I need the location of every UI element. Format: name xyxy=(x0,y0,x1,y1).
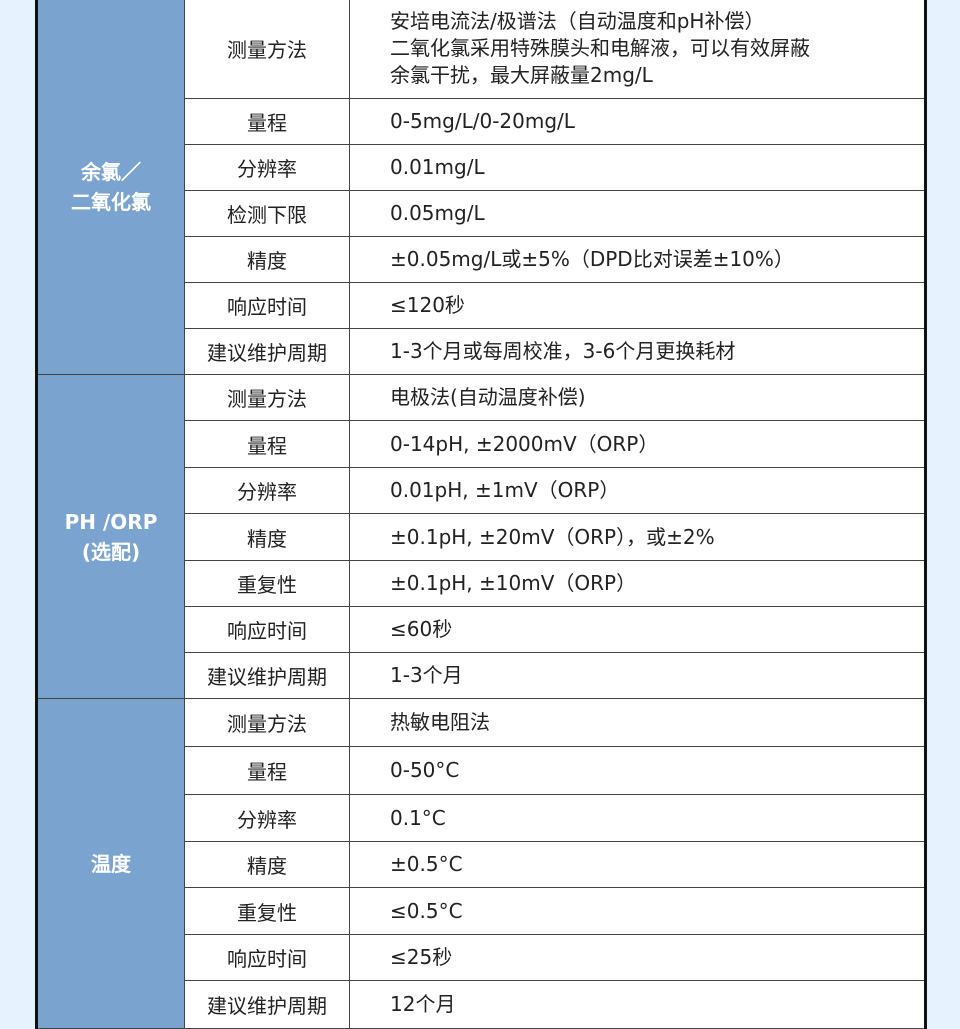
parameter-value: 12个月 xyxy=(349,980,926,1029)
parameter-value: 1-3个月或每周校准，3-6个月更换耗材 xyxy=(349,328,926,375)
parameter-label: 建议维护周期 xyxy=(184,980,350,1029)
value-line: 0-5mg/L/0-20mg/L xyxy=(390,109,575,133)
parameter-value: ≤60秒 xyxy=(349,606,926,653)
category-cell: 余氯／ 二氧化氯 xyxy=(36,0,185,375)
value-line: 0.05mg/L xyxy=(390,201,485,225)
parameter-label: 精度 xyxy=(184,513,350,561)
table-row: 量程 0-50°C xyxy=(37,746,926,795)
table-row: 温度 测量方法 热敏电阻法 xyxy=(36,698,926,1029)
value-line: 0.01mg/L xyxy=(390,155,485,179)
parameter-label: 建议维护周期 xyxy=(184,652,350,699)
parameter-value: 0-5mg/L/0-20mg/L xyxy=(349,98,926,145)
parameter-label: 测量方法 xyxy=(184,698,350,747)
parameter-value: ±0.5°C xyxy=(349,841,926,888)
parameter-label: 量程 xyxy=(184,420,350,468)
category-cell: PH /ORP (选配) xyxy=(36,374,185,699)
value-line: 0-14pH, ±2000mV（ORP） xyxy=(390,431,659,456)
value-line: ±0.05mg/L或±5%（DPD比对误差±10%） xyxy=(390,247,794,271)
table-row: 响应时间 ≤60秒 xyxy=(37,606,926,653)
parameter-label: 响应时间 xyxy=(184,282,350,329)
parameter-label: 精度 xyxy=(184,236,350,283)
table-row: 重复性 ≤0.5°C xyxy=(37,887,926,935)
parameter-label: 检测下限 xyxy=(184,190,350,237)
parameter-value: ±0.1pH, ±20mV（ORP），或±2% xyxy=(349,513,926,561)
parameter-value: 0.05mg/L xyxy=(349,190,926,237)
value-line: ≤60秒 xyxy=(390,617,453,641)
parameter-value: 安培电流法/极谱法（自动温度和pH补偿） 二氧化氯采用特殊膜头和电解液，可以有效屏… xyxy=(349,0,926,99)
value-line: 电极法(自动温度补偿) xyxy=(390,385,586,409)
value-line: 0-50°C xyxy=(390,758,460,782)
parameter-value: 0.1°C xyxy=(349,794,926,842)
parameter-label: 分辨率 xyxy=(184,144,350,191)
parameter-label: 精度 xyxy=(184,841,350,888)
table-row: 重复性 ±0.1pH, ±10mV（ORP） xyxy=(37,560,926,607)
value-line: ±0.1pH, ±20mV（ORP），或±2% xyxy=(390,524,715,549)
category-label: PH /ORP xyxy=(64,509,158,534)
value-line: ±0.1pH, ±10mV（ORP） xyxy=(390,571,637,595)
table-row: 精度 ±0.1pH, ±20mV（ORP），或±2% xyxy=(37,513,926,561)
table-row: 精度 ±0.05mg/L或±5%（DPD比对误差±10%） xyxy=(37,236,926,283)
parameter-label: 重复性 xyxy=(184,560,350,607)
parameter-label: 重复性 xyxy=(184,887,350,935)
table-row: 响应时间 ≤120秒 xyxy=(37,282,926,329)
spec-table: 余氯／ 二氧化氯 测量方法 安培电流法/极谱法（自动温度和pH补偿） 二氧化氯采用特殊膜… xyxy=(35,0,927,1029)
parameter-label: 量程 xyxy=(184,746,350,795)
value-line: 热敏电阻法 xyxy=(390,710,490,734)
value-line: ≤25秒 xyxy=(390,945,453,969)
parameter-label: 量程 xyxy=(184,98,350,145)
parameter-value: 0.01mg/L xyxy=(349,144,926,191)
value-line: 12个月 xyxy=(390,992,456,1016)
value-line: ±0.5°C xyxy=(390,852,463,876)
table-row: 建议维护周期 1-3个月 xyxy=(37,652,926,699)
category-label: (选配) xyxy=(81,539,141,564)
parameter-label: 分辨率 xyxy=(184,794,350,842)
parameter-value: 热敏电阻法 xyxy=(349,698,926,747)
value-line: 1-3个月 xyxy=(390,663,463,687)
parameter-value: ≤120秒 xyxy=(349,282,926,329)
category-label: 二氧化氯 xyxy=(71,189,151,214)
value-line: ≤0.5°C xyxy=(390,898,463,923)
parameter-label: 测量方法 xyxy=(184,374,350,421)
parameter-value: 0-14pH, ±2000mV（ORP） xyxy=(349,420,926,468)
value-line: 安培电流法/极谱法（自动温度和pH补偿） xyxy=(390,9,765,33)
parameter-label: 响应时间 xyxy=(184,934,350,981)
table-row: 建议维护周期 12个月 xyxy=(37,980,926,1029)
parameter-label: 建议维护周期 xyxy=(184,328,350,375)
parameter-label: 测量方法 xyxy=(184,0,350,99)
parameter-value: 0.01pH, ±1mV（ORP） xyxy=(349,467,926,514)
table-row: 量程 0-14pH, ±2000mV（ORP） xyxy=(37,420,926,468)
table-row: 余氯／ 二氧化氯 测量方法 安培电流法/极谱法（自动温度和pH补偿） 二氧化氯采用特殊膜… xyxy=(36,0,926,375)
category-label: 温度 xyxy=(91,851,131,876)
table-row: 分辨率 0.01pH, ±1mV（ORP） xyxy=(37,467,926,514)
parameter-value: ≤0.5°C xyxy=(349,887,926,935)
table-row: PH /ORP (选配) 测量方法 电极法(自动温度补偿) xyxy=(36,374,926,699)
table-row: 检测下限 0.05mg/L xyxy=(37,190,926,237)
table-row: 建议维护周期 1-3个月或每周校准，3-6个月更换耗材 xyxy=(37,328,926,375)
parameter-label: 分辨率 xyxy=(184,467,350,514)
category-cell: 温度 xyxy=(36,698,185,1029)
value-line: 余氯干扰，最大屏蔽量2mg/L xyxy=(390,63,653,87)
parameter-value: ±0.1pH, ±10mV（ORP） xyxy=(349,560,926,607)
value-line: 二氧化氯采用特殊膜头和电解液，可以有效屏蔽 xyxy=(390,36,810,60)
parameter-label: 响应时间 xyxy=(184,606,350,653)
category-label: 余氯／ xyxy=(81,159,141,184)
table-row: 响应时间 ≤25秒 xyxy=(37,934,926,981)
value-line: 0.01pH, ±1mV（ORP） xyxy=(390,478,620,502)
table-row: 分辨率 0.1°C xyxy=(37,794,926,842)
parameter-value: ±0.05mg/L或±5%（DPD比对误差±10%） xyxy=(349,236,926,283)
value-line: 1-3个月或每周校准，3-6个月更换耗材 xyxy=(390,339,736,363)
parameter-value: ≤25秒 xyxy=(349,934,926,981)
value-line: 0.1°C xyxy=(390,805,446,830)
parameter-value: 电极法(自动温度补偿) xyxy=(349,374,926,421)
value-line: ≤120秒 xyxy=(390,293,465,317)
parameter-value: 0-50°C xyxy=(349,746,926,795)
table-row: 量程 0-5mg/L/0-20mg/L xyxy=(37,98,926,145)
parameter-value: 1-3个月 xyxy=(349,652,926,699)
